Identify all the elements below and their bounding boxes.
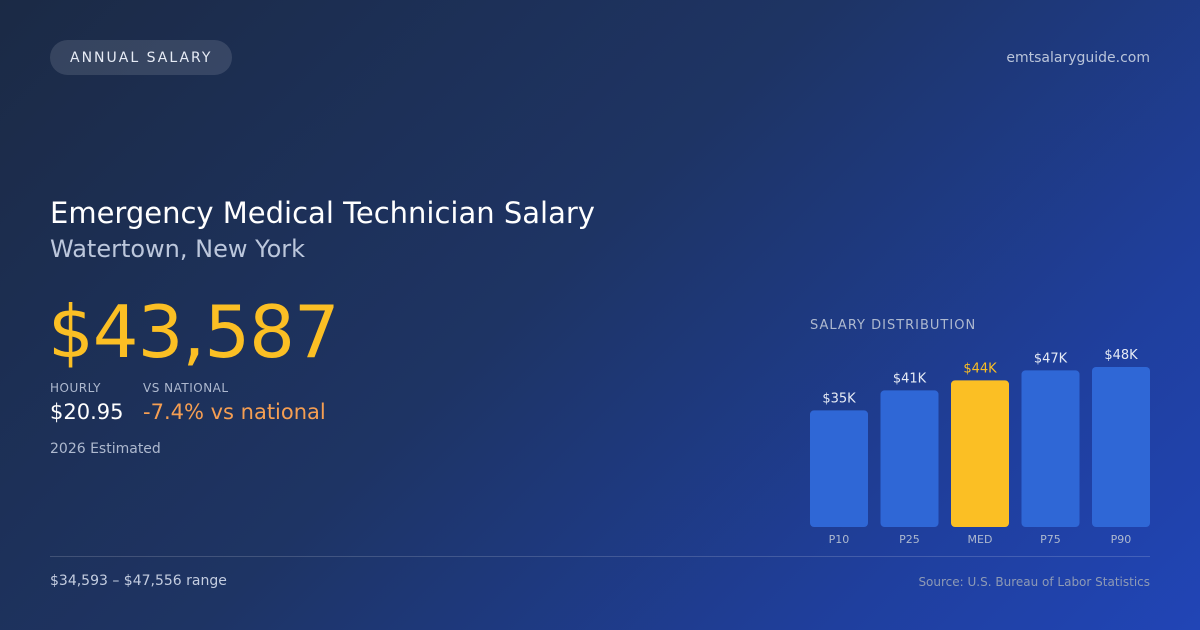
bar-value-label-p10: $35K: [822, 391, 856, 406]
bar-p10: [810, 410, 868, 527]
category-label-med: MED: [968, 533, 993, 546]
category-label-p90: P90: [1111, 533, 1132, 546]
location-subtitle: Watertown, New York: [50, 235, 306, 263]
annual-salary-badge: ANNUAL SALARY: [50, 40, 233, 75]
site-domain: emtsalaryguide.com: [1006, 50, 1150, 66]
category-label-p10: P10: [829, 533, 850, 546]
bar-value-label-p25: $41K: [893, 371, 927, 386]
bar-value-label-p75: $47K: [1034, 351, 1068, 366]
hourly-value: $20.95: [50, 400, 124, 424]
bar-value-label-med: $44K: [963, 361, 997, 376]
chart-title: SALARY DISTRIBUTION: [810, 318, 977, 333]
bar-value-label-p90: $48K: [1104, 348, 1138, 363]
bar-p75: [1021, 370, 1080, 527]
data-source: Source: U.S. Bureau of Labor Statistics: [918, 575, 1150, 589]
bar-p25: [880, 390, 939, 527]
bar-p90: [1092, 367, 1150, 527]
category-label-p25: P25: [899, 533, 920, 546]
bar-med: [951, 380, 1009, 527]
category-label-p75: P75: [1040, 533, 1061, 546]
annual-salary-value: $43,587: [48, 290, 340, 374]
page-title: Emergency Medical Technician Salary: [50, 196, 595, 230]
salary-range: $34,593 – $47,556 range: [50, 573, 227, 589]
salary-distribution-chart: $35K P10 $41K P25 $44K MED $47K P75 $48K P90: [810, 348, 1150, 546]
hourly-label: HOURLY: [50, 381, 102, 395]
estimate-note: 2026 Estimated: [50, 441, 161, 457]
footer-divider: [50, 556, 1150, 557]
vs-national-label: VS NATIONAL: [143, 381, 229, 395]
vs-national-value: -7.4% vs national: [143, 400, 326, 424]
